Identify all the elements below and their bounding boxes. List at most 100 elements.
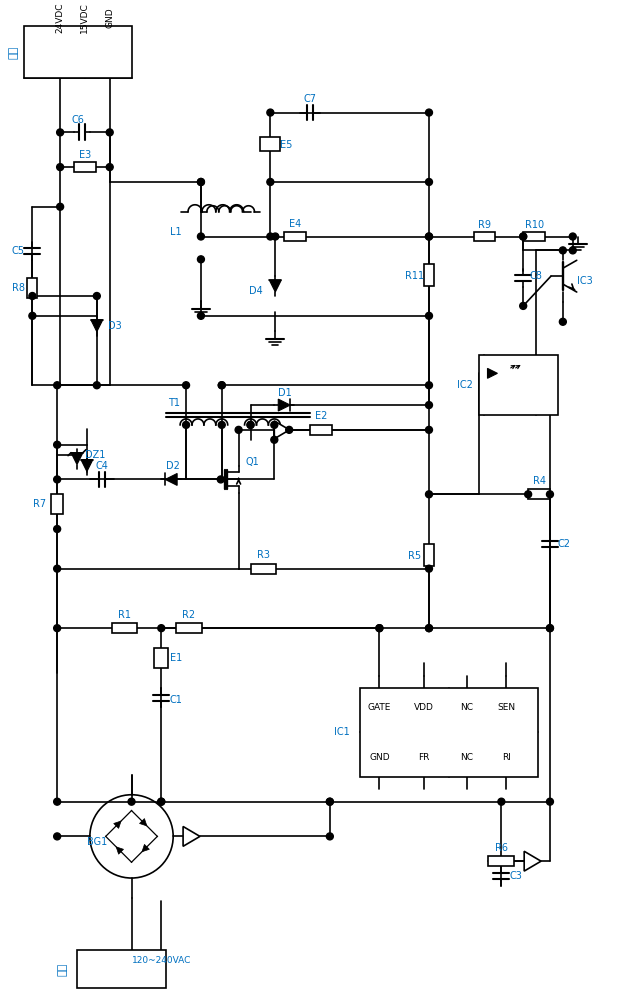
- Bar: [424, 544, 434, 566]
- Polygon shape: [487, 368, 497, 378]
- Circle shape: [569, 247, 576, 254]
- Text: 24VDC: 24VDC: [56, 2, 65, 33]
- Text: C1: C1: [170, 695, 183, 705]
- Circle shape: [425, 233, 432, 240]
- Circle shape: [425, 382, 432, 389]
- Bar: [360, 688, 538, 777]
- Circle shape: [219, 382, 225, 389]
- Text: R4: R4: [533, 476, 546, 486]
- Circle shape: [520, 302, 527, 309]
- Text: C7: C7: [304, 94, 317, 104]
- Bar: [424, 264, 434, 286]
- Circle shape: [560, 318, 566, 325]
- Text: SEN: SEN: [497, 703, 515, 712]
- Text: Q1: Q1: [246, 457, 260, 467]
- Text: RI: RI: [502, 753, 510, 762]
- Polygon shape: [116, 847, 124, 854]
- Text: R9: R9: [478, 220, 491, 230]
- Polygon shape: [274, 421, 289, 439]
- Text: C8: C8: [530, 271, 543, 281]
- Text: R8: R8: [12, 283, 25, 293]
- Text: 15VDC: 15VDC: [81, 2, 89, 33]
- Text: 120~240VAC: 120~240VAC: [132, 956, 191, 965]
- Text: NC: NC: [460, 753, 473, 762]
- Circle shape: [520, 233, 527, 240]
- Text: IC2: IC2: [457, 380, 473, 390]
- Circle shape: [53, 441, 61, 448]
- Bar: [77, 950, 166, 988]
- Polygon shape: [71, 453, 83, 465]
- Circle shape: [247, 421, 254, 428]
- Bar: [112, 623, 137, 633]
- Bar: [24, 26, 132, 78]
- Polygon shape: [278, 399, 290, 411]
- Text: GND: GND: [105, 7, 114, 28]
- Bar: [176, 623, 202, 633]
- Circle shape: [560, 247, 566, 254]
- Circle shape: [197, 178, 204, 185]
- Polygon shape: [183, 826, 200, 846]
- Circle shape: [197, 256, 204, 263]
- Text: C6: C6: [71, 115, 84, 125]
- Circle shape: [53, 565, 61, 572]
- Text: 输入: 输入: [57, 963, 67, 976]
- Polygon shape: [91, 320, 102, 332]
- Circle shape: [267, 109, 274, 116]
- Bar: [155, 648, 168, 668]
- Circle shape: [498, 798, 505, 805]
- Text: 输出: 输出: [9, 45, 19, 59]
- Circle shape: [53, 798, 61, 805]
- Circle shape: [93, 382, 100, 389]
- Circle shape: [158, 798, 165, 805]
- Circle shape: [53, 382, 61, 389]
- Text: IC1: IC1: [334, 727, 350, 737]
- Text: IC3: IC3: [577, 276, 592, 286]
- Circle shape: [425, 426, 432, 433]
- Circle shape: [183, 421, 189, 428]
- Circle shape: [128, 798, 135, 805]
- FancyArrowPatch shape: [542, 393, 548, 399]
- Bar: [51, 494, 63, 514]
- Circle shape: [53, 625, 61, 632]
- Text: C3: C3: [510, 871, 523, 881]
- Text: R10: R10: [525, 220, 543, 230]
- Text: BG1: BG1: [87, 837, 107, 847]
- Polygon shape: [142, 844, 149, 852]
- Circle shape: [425, 178, 432, 185]
- Text: E2: E2: [315, 411, 327, 421]
- Bar: [310, 425, 332, 435]
- Text: E5: E5: [280, 140, 292, 150]
- Circle shape: [158, 625, 165, 632]
- Circle shape: [197, 233, 204, 240]
- Circle shape: [106, 129, 113, 136]
- FancyArrowPatch shape: [237, 479, 240, 484]
- Polygon shape: [165, 473, 177, 485]
- Polygon shape: [524, 851, 541, 871]
- Circle shape: [376, 625, 383, 632]
- Text: D4: D4: [248, 286, 262, 296]
- Text: R7: R7: [33, 499, 46, 509]
- Bar: [250, 564, 276, 574]
- Text: E4: E4: [289, 219, 301, 229]
- Circle shape: [267, 233, 274, 240]
- Circle shape: [272, 233, 279, 240]
- Text: T1: T1: [168, 398, 180, 408]
- Bar: [74, 162, 96, 172]
- Text: GND: GND: [369, 753, 390, 762]
- Circle shape: [546, 798, 553, 805]
- Bar: [523, 232, 545, 241]
- Text: GATE: GATE: [368, 703, 391, 712]
- Circle shape: [271, 436, 278, 443]
- Text: D1: D1: [278, 388, 292, 398]
- Circle shape: [376, 625, 383, 632]
- Circle shape: [235, 426, 242, 433]
- Circle shape: [267, 178, 274, 185]
- Bar: [489, 856, 514, 866]
- FancyArrowPatch shape: [569, 284, 574, 290]
- Text: VDD: VDD: [414, 703, 434, 712]
- Circle shape: [546, 491, 553, 498]
- Text: E3: E3: [79, 150, 91, 160]
- Polygon shape: [114, 821, 121, 828]
- Circle shape: [425, 402, 432, 409]
- Bar: [27, 278, 37, 298]
